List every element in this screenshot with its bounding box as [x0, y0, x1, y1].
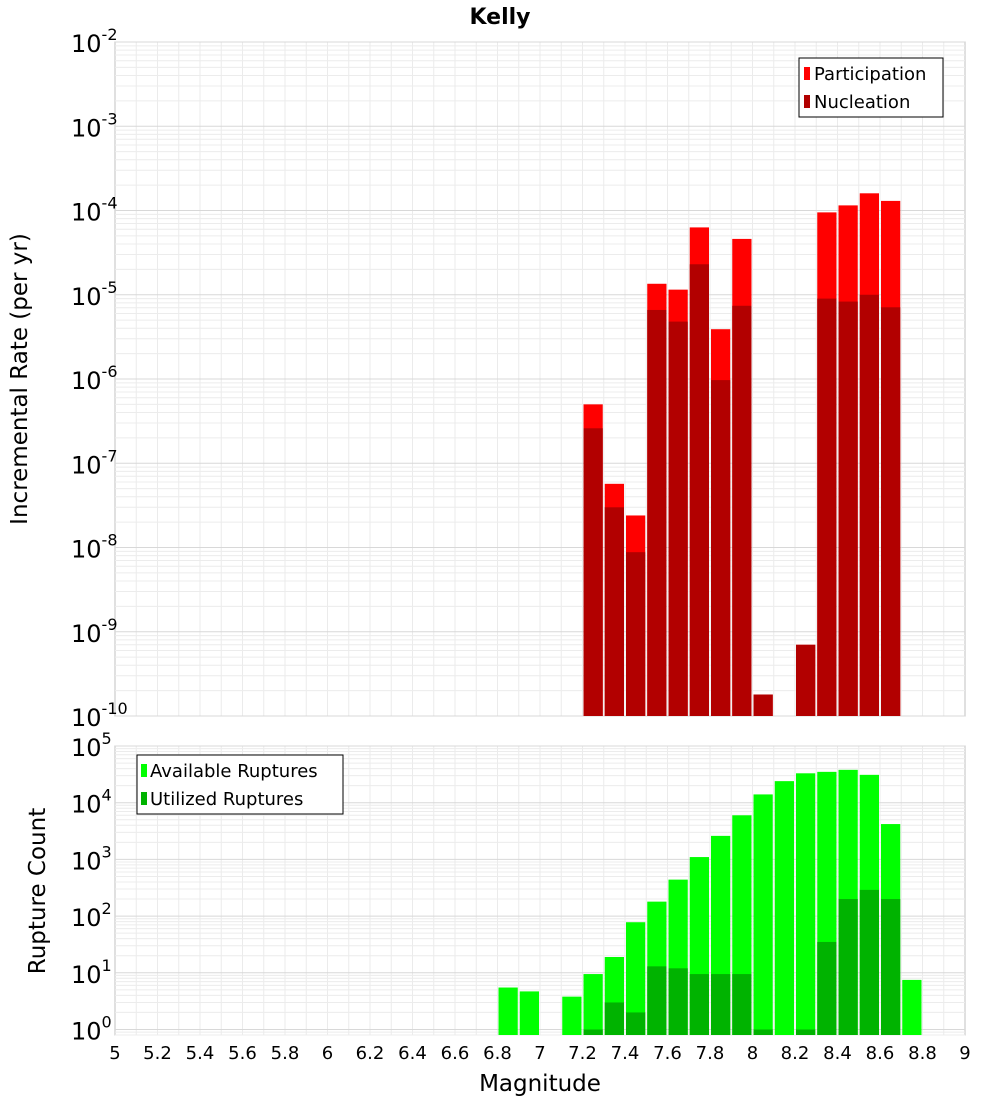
- x-tick-label: 5: [109, 1043, 120, 1064]
- count-bar-utilized-ruptures: [838, 899, 858, 1035]
- rate-bar-nucleation: [817, 298, 837, 716]
- rate-panel: 10-10 10-9 10-8 10-7 10-6 10-5 10-4 10-3 10-2 In…: [7, 25, 966, 732]
- count-bar-utilized-ruptures: [711, 974, 731, 1035]
- rate-bar-nucleation: [668, 321, 688, 716]
- count-bar-utilized-ruptures: [604, 1002, 624, 1035]
- x-tick-label: 7.8: [696, 1043, 725, 1064]
- count-bar-available-ruptures: [753, 794, 773, 1035]
- count-bar-utilized-ruptures: [859, 889, 879, 1035]
- rate-y-tick-label: 10-10: [71, 699, 128, 732]
- count-y-tick-label: 102: [71, 899, 112, 932]
- x-tick-label: 5.6: [228, 1043, 257, 1064]
- count-bar-available-ruptures: [583, 974, 603, 1035]
- count-y-tick-label: 100: [71, 1013, 112, 1046]
- rate-y-tick-label: 10-2: [71, 25, 118, 58]
- rate-legend: Participation Nucleation: [798, 57, 944, 118]
- rate-bar-nucleation: [881, 307, 901, 716]
- rate-bar-nucleation: [626, 552, 646, 716]
- x-tick-label: 5.8: [271, 1043, 300, 1064]
- x-tick-label: 6.6: [441, 1043, 470, 1064]
- chart-title: Kelly: [469, 5, 530, 30]
- available-legend-label: Available Ruptures: [150, 761, 318, 782]
- rate-bars: [583, 193, 901, 717]
- count-y-axis-label: Rupture Count: [25, 808, 51, 974]
- x-tick-label: 8: [747, 1043, 758, 1064]
- count-bar-available-ruptures: [902, 979, 922, 1035]
- count-bar-available-ruptures: [562, 996, 582, 1035]
- count-bar-available-ruptures: [519, 991, 539, 1035]
- participation-legend-swatch: [804, 67, 810, 80]
- x-tick-label: 7.4: [611, 1043, 640, 1064]
- count-bar-utilized-ruptures: [881, 899, 901, 1035]
- count-y-tick-label: 103: [71, 842, 112, 875]
- x-tick-label: 8.2: [781, 1043, 810, 1064]
- count-y-tick-labels: 100 101 102 103 104 105: [71, 729, 112, 1046]
- x-tick-label: 6.2: [356, 1043, 385, 1064]
- rate-bar-nucleation: [838, 301, 858, 716]
- x-tick-label: 7.2: [568, 1043, 597, 1064]
- x-axis-label: Magnitude: [479, 1071, 601, 1097]
- rate-bar-nucleation: [604, 507, 624, 716]
- rate-bar-nucleation: [711, 380, 731, 716]
- x-tick-label: 5.2: [143, 1043, 172, 1064]
- rate-legend-box: [798, 57, 944, 118]
- rate-y-tick-label: 10-4: [71, 194, 118, 227]
- count-bar-utilized-ruptures: [626, 1012, 646, 1035]
- rate-y-tick-label: 10-9: [71, 615, 118, 648]
- rate-y-tick-labels: 10-10 10-9 10-8 10-7 10-6 10-5 10-4 10-3 10-2: [71, 25, 128, 732]
- rate-grid: [115, 41, 965, 717]
- count-bar-available-ruptures: [626, 922, 646, 1035]
- x-tick-label: 7: [534, 1043, 545, 1064]
- count-bar-utilized-ruptures: [817, 941, 837, 1035]
- x-tick-label: 6: [322, 1043, 333, 1064]
- rate-y-tick-label: 10-3: [71, 109, 118, 142]
- count-panel: 100 101 102 103 104 105 5 5.2 5.4 5.6 5.8 6 6.2 6.4 6…: [25, 729, 971, 1097]
- rate-bar-nucleation: [689, 264, 709, 716]
- count-bar-available-ruptures: [774, 781, 794, 1035]
- x-tick-label: 6.4: [398, 1043, 427, 1064]
- rate-bar-nucleation: [753, 694, 773, 716]
- x-tick-label: 8.8: [908, 1043, 937, 1064]
- count-legend-box: [136, 754, 344, 815]
- rate-bar-nucleation: [859, 294, 879, 716]
- nucleation-legend-label: Nucleation: [814, 92, 910, 113]
- rate-bar-nucleation: [796, 644, 816, 716]
- count-bar-utilized-ruptures: [689, 974, 709, 1035]
- count-bar-utilized-ruptures: [647, 966, 667, 1035]
- rate-y-tick-label: 10-8: [71, 531, 118, 564]
- x-tick-label: 5.4: [186, 1043, 215, 1064]
- count-bar-available-ruptures: [498, 987, 518, 1035]
- x-tick-label: 7.6: [653, 1043, 682, 1064]
- count-bars: [498, 769, 922, 1035]
- count-bar-utilized-ruptures: [668, 968, 688, 1035]
- rate-bar-nucleation: [583, 428, 603, 716]
- count-y-tick-label: 101: [71, 956, 112, 989]
- count-bar-utilized-ruptures: [753, 1029, 773, 1035]
- participation-legend-label: Participation: [814, 64, 926, 85]
- count-grid: [115, 745, 965, 1036]
- count-bar-utilized-ruptures: [732, 974, 752, 1035]
- count-bar-utilized-ruptures: [583, 1029, 603, 1035]
- count-y-tick-label: 105: [71, 729, 112, 762]
- count-bar-utilized-ruptures: [796, 1029, 816, 1035]
- rate-bar-nucleation: [647, 309, 667, 716]
- rate-y-tick-label: 10-7: [71, 446, 118, 479]
- x-tick-label: 8.6: [866, 1043, 895, 1064]
- utilized-legend-swatch: [141, 792, 147, 805]
- x-tick-label: 9: [959, 1043, 970, 1064]
- available-legend-swatch: [141, 764, 147, 777]
- x-tick-labels: 5 5.2 5.4 5.6 5.8 6 6.2 6.4 6.6 6.8 7 7.2 7.4 7.6 7.8 8…: [109, 1043, 970, 1064]
- x-tick-label: 8.4: [823, 1043, 852, 1064]
- rate-y-tick-label: 10-6: [71, 362, 118, 395]
- nucleation-legend-swatch: [804, 95, 810, 108]
- rate-y-axis-label: Incremental Rate (per yr): [7, 233, 33, 525]
- count-bar-available-ruptures: [796, 773, 816, 1035]
- x-tick-label: 6.8: [483, 1043, 512, 1064]
- utilized-legend-label: Utilized Ruptures: [150, 789, 303, 810]
- rate-y-tick-label: 10-5: [71, 278, 118, 311]
- rate-bar-nucleation: [732, 305, 752, 716]
- count-legend: Available Ruptures Utilized Ruptures: [136, 754, 344, 815]
- count-y-tick-label: 104: [71, 786, 112, 819]
